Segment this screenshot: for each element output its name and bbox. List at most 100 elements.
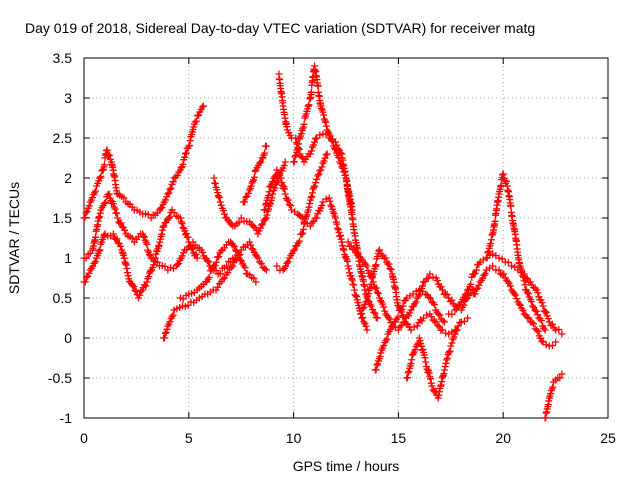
data-point	[394, 313, 402, 321]
data-point	[481, 270, 489, 278]
data-point	[407, 306, 415, 314]
data-point	[336, 231, 344, 239]
data-point	[336, 158, 344, 166]
data-point	[436, 311, 444, 319]
data-point	[277, 174, 285, 182]
data-point	[425, 369, 433, 377]
data-point	[242, 193, 250, 201]
data-point	[300, 120, 308, 128]
data-point	[248, 245, 256, 253]
data-point	[300, 220, 308, 228]
data-point	[246, 238, 254, 246]
data-point	[167, 184, 175, 192]
data-point	[262, 266, 270, 274]
data-point	[508, 262, 516, 270]
data-point	[520, 277, 528, 285]
data-point	[216, 269, 224, 277]
data-point	[91, 258, 99, 266]
data-point	[372, 366, 380, 374]
data-point	[187, 242, 195, 250]
data-point	[261, 265, 269, 273]
data-point	[173, 171, 181, 179]
data-point	[412, 287, 420, 295]
data-point	[318, 105, 326, 113]
data-point	[350, 281, 358, 289]
data-point	[407, 360, 415, 368]
data-point	[396, 323, 404, 331]
data-point	[235, 218, 243, 226]
data-point	[298, 127, 306, 135]
data-point	[367, 302, 375, 310]
data-point	[306, 199, 314, 207]
data-point	[430, 301, 438, 309]
data-point	[304, 102, 312, 110]
data-point	[308, 189, 316, 197]
data-point	[161, 262, 169, 270]
y-tick-label: 3	[64, 90, 72, 106]
data-point	[485, 247, 493, 255]
y-axis-label: SDTVAR / TECUs	[6, 182, 22, 294]
data-point	[219, 275, 227, 283]
data-point	[322, 195, 330, 203]
data-point	[306, 95, 314, 103]
data-point	[429, 273, 437, 281]
data-point	[323, 150, 331, 158]
data-point	[271, 173, 279, 181]
data-point	[382, 254, 390, 262]
data-point	[327, 136, 335, 144]
data-point	[291, 153, 299, 161]
data-point	[437, 283, 445, 291]
data-point	[387, 266, 395, 274]
data-point	[510, 289, 518, 297]
x-tick-label: 10	[286, 430, 302, 446]
data-point	[284, 196, 292, 204]
data-point	[527, 298, 535, 306]
data-point	[415, 286, 423, 294]
data-point	[558, 370, 566, 378]
y-tick-label: 3.5	[53, 50, 73, 66]
data-point	[195, 111, 203, 119]
data-point	[281, 190, 289, 198]
data-point	[498, 255, 506, 263]
data-point	[312, 179, 320, 187]
data-point	[340, 168, 348, 176]
data-point	[435, 323, 443, 331]
data-point	[128, 234, 136, 242]
data-point	[520, 310, 528, 318]
y-tick-label: 1.5	[53, 210, 73, 226]
data-point	[475, 281, 483, 289]
data-point	[320, 111, 328, 119]
data-point	[102, 198, 110, 206]
data-point	[542, 341, 550, 349]
data-point	[199, 102, 207, 110]
data-point	[413, 341, 421, 349]
data-point	[179, 223, 187, 231]
data-point	[383, 335, 391, 343]
data-point	[521, 281, 529, 289]
data-point	[217, 201, 225, 209]
data-point	[271, 184, 279, 192]
data-point	[313, 134, 321, 142]
data-point	[452, 327, 460, 335]
data-point	[384, 313, 392, 321]
data-point	[219, 207, 227, 215]
data-point	[81, 278, 89, 286]
data-point	[453, 305, 461, 313]
data-point	[173, 260, 181, 268]
data-point	[441, 363, 449, 371]
data-point	[177, 218, 185, 226]
data-points	[80, 62, 566, 422]
data-point	[364, 290, 372, 298]
data-point	[348, 276, 356, 284]
data-point	[439, 317, 447, 325]
data-point	[516, 301, 524, 309]
data-point	[97, 173, 105, 181]
data-point	[257, 158, 265, 166]
data-point	[507, 202, 515, 210]
data-point	[523, 288, 531, 296]
data-point	[96, 246, 104, 254]
data-point	[257, 260, 265, 268]
data-point	[297, 153, 305, 161]
data-point	[332, 138, 340, 146]
data-point	[345, 265, 353, 273]
